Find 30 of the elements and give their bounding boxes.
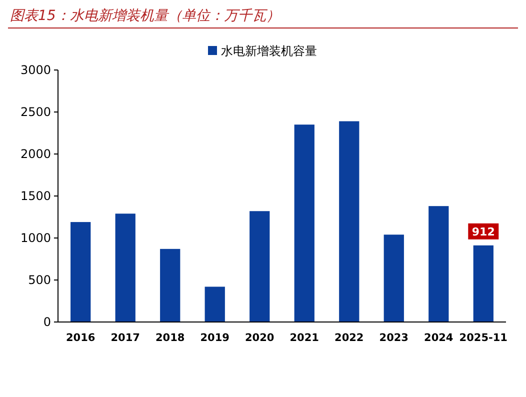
bar (160, 248, 180, 322)
y-tick-label: 0 (43, 315, 51, 330)
y-tick-label: 1000 (20, 231, 51, 246)
bar (204, 286, 225, 322)
x-tick-label: 2017 (110, 332, 140, 344)
x-tick-label: 2023 (379, 332, 409, 344)
y-tick-label: 1500 (20, 189, 51, 204)
x-tick-label: 2018 (155, 332, 185, 344)
data-label: 912 (472, 225, 495, 238)
bar (473, 245, 494, 322)
y-tick-label: 3000 (20, 63, 51, 78)
x-tick-label: 2020 (245, 332, 274, 344)
bar (339, 121, 360, 322)
y-tick-label: 2500 (20, 105, 51, 120)
x-tick-label: 2022 (334, 332, 364, 344)
bar (384, 234, 404, 322)
bar (115, 214, 136, 322)
x-tick-label: 2024 (424, 332, 454, 344)
x-tick-label: 2019 (200, 332, 230, 344)
y-tick-label: 2000 (20, 147, 51, 162)
x-tick-label: 2021 (290, 332, 319, 344)
chart-title: 图表15：水电新增装机量（单位：万千瓦） (10, 8, 280, 24)
bar (428, 206, 449, 322)
y-tick-label: 500 (28, 273, 51, 288)
bar (250, 211, 270, 322)
bar (294, 124, 314, 322)
x-tick-label: 2025-11 (459, 332, 508, 344)
x-tick-label: 2016 (66, 332, 96, 344)
legend-label: 水电新增装机容量 (221, 44, 317, 58)
bar (70, 222, 91, 322)
